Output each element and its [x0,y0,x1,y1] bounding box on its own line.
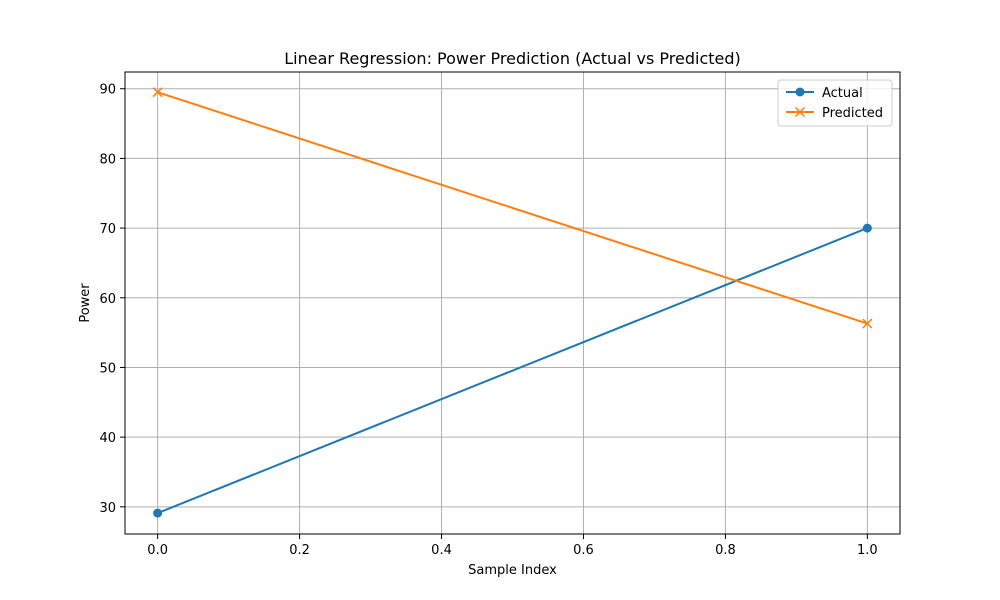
x-tick-label: 0.2 [289,543,310,558]
chart-title: Linear Regression: Power Prediction (Act… [284,49,741,68]
legend-item-predicted: Predicted [786,106,883,121]
x-axis-ticks: 0.0 0.2 0.4 0.6 0.8 1.0 [147,534,878,558]
y-tick-label: 70 [99,222,116,237]
actual-data-point [153,508,163,518]
x-tick-label: 0.8 [715,543,736,558]
y-tick-label: 80 [99,152,116,167]
predicted-series-line [157,91,868,325]
x-tick-label: 0.0 [147,543,168,558]
legend: Actual Predicted [777,79,893,127]
plot-frame [124,71,901,535]
legend-label: Actual [822,86,863,101]
actual-series-line [157,227,868,515]
y-tick-label: 40 [99,431,116,446]
y-tick-label: 90 [99,83,116,98]
legend-marker [795,87,805,97]
x-axis-label: Sample Index [468,563,557,578]
y-tick-label: 30 [99,501,116,516]
series-group [152,87,873,518]
legend-label: Predicted [822,106,883,121]
predicted-data-point [862,318,873,329]
x-tick-label: 0.6 [573,543,594,558]
y-axis-label: Power [78,283,93,323]
y-axis-ticks: 30 40 50 60 70 80 90 [99,83,125,516]
y-tick-label: 50 [99,361,116,376]
y-tick-label: 60 [99,292,116,307]
legend-item-actual: Actual [786,86,863,101]
predicted-data-point [152,87,163,98]
x-tick-label: 0.4 [431,543,452,558]
legend-marker [794,106,806,118]
actual-data-point [862,223,872,233]
x-tick-label: 1.0 [857,543,878,558]
grid-lines [125,72,900,534]
